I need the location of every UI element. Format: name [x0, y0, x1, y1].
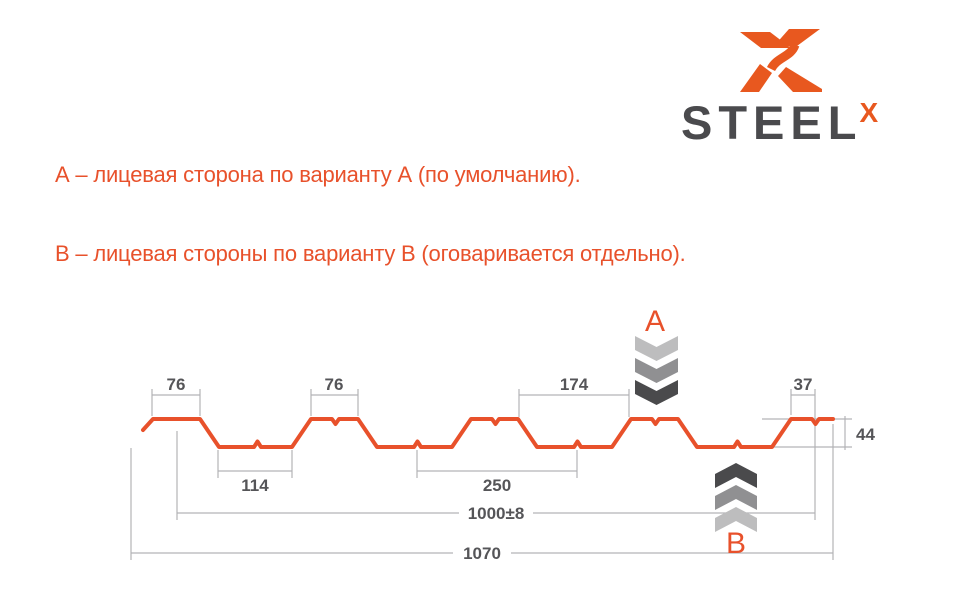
- chevron-down-a-icon: [635, 336, 678, 405]
- dimension-lines: [130, 389, 852, 560]
- note-variant-a: А – лицевая сторона по варианту А (по ум…: [55, 162, 581, 187]
- dim-height-label: 44: [856, 425, 875, 444]
- variant-a-label: А: [645, 305, 665, 338]
- brand-wordmark-text: STEEL: [681, 96, 863, 149]
- logo-center-link: [766, 43, 800, 72]
- dim-crest-mid-label: 76: [325, 375, 344, 394]
- dim-edge-flat-label: 37: [794, 375, 813, 394]
- dim-crest-left-label: 76: [167, 375, 186, 394]
- logo-arm-bottom-left: [740, 64, 772, 92]
- profile-outline: [141, 417, 835, 449]
- dim-crest-gap-label: 174: [560, 375, 589, 394]
- note-variant-b: В – лицевая стороны по варианту В (огова…: [55, 241, 686, 266]
- brand-wordmark: STEELX: [681, 96, 879, 149]
- logo-arm-top-right: [774, 29, 820, 46]
- dim-valley-width-label: 114: [241, 476, 269, 495]
- variant-b-label: В: [726, 527, 746, 560]
- logo-arm-bottom-right: [778, 67, 822, 92]
- dim-overall-width-label: 1070: [463, 544, 501, 563]
- steelx-logo-icon: [740, 29, 822, 92]
- brand-wordmark-x: X: [859, 97, 879, 128]
- chevron-up-b-icon: [715, 463, 757, 532]
- dim-working-width-label: 1000±8: [468, 504, 525, 523]
- dim-rib-pitch-label: 250: [483, 476, 511, 495]
